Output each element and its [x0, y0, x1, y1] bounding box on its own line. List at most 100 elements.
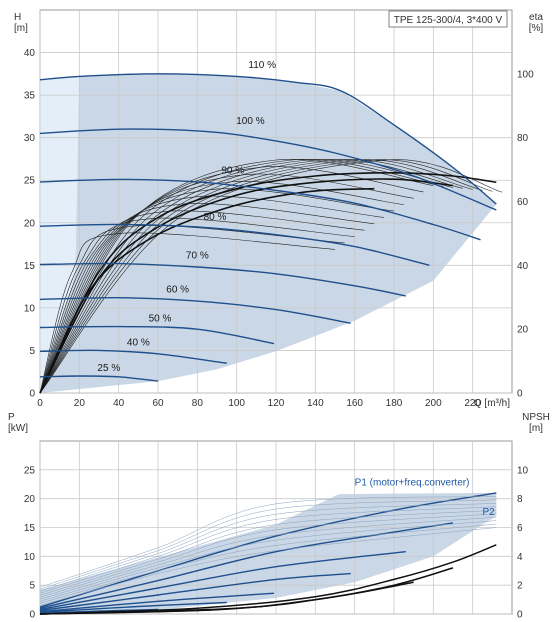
head-xtick: 160: [346, 398, 363, 409]
head-panel: 110 % 100 % 90 % 80 % 70 % 60 % 50 % 40 % 25 % 0 2…: [14, 9, 544, 409]
qh-curve-80pct: [39, 223, 430, 266]
qh-curve-110pct: [39, 73, 497, 205]
npsh-ytick: 0: [517, 610, 523, 621]
eta-ytick: 100: [517, 69, 534, 80]
power-curve-thin: [39, 520, 497, 602]
npsh-ytick: 2: [517, 581, 523, 592]
power-curve: [39, 608, 159, 614]
head-ytick: 40: [24, 48, 36, 59]
head-xtick: 100: [228, 398, 245, 409]
npsh-ytick: 4: [517, 552, 523, 563]
qh-curve-25pct: [39, 375, 159, 382]
npsh-curve: [39, 544, 497, 615]
head-ytick: 0: [29, 389, 35, 400]
curve-label-70pct: 70 %: [186, 251, 209, 262]
head-xtick: 120: [268, 398, 285, 409]
head-xlabel: Q [m³/h]: [474, 398, 510, 409]
curve-label-110pct: 110 %: [248, 60, 276, 71]
power-curve: [39, 492, 497, 608]
curve-label-50pct: 50 %: [149, 314, 172, 325]
power-ytick: 20: [24, 494, 36, 505]
power-curve: [39, 572, 351, 612]
curve-label-100pct: 100 %: [236, 116, 264, 127]
head-xtick: 140: [307, 398, 324, 409]
qh-curve-60pct: [39, 296, 351, 324]
power-curve-thin: [39, 509, 497, 596]
head-xtick: 0: [37, 398, 43, 409]
chart-title: TPE 125-300/4, 3*400 V: [394, 15, 503, 26]
efficiency-curve-thin: [39, 159, 493, 394]
eta-ytick: 40: [517, 261, 529, 272]
curve-label-90pct: 90 %: [221, 165, 244, 176]
efficiency-curve-thin: [39, 181, 404, 394]
efficiency-curve-thin: [39, 159, 483, 394]
efficiency-curve-thin: [39, 159, 454, 394]
head-xtick: 80: [192, 398, 204, 409]
head-xtick: 180: [386, 398, 403, 409]
qh-curve-40pct: [39, 349, 227, 364]
head-low-flow-region: [40, 76, 80, 394]
power-curve-thin: [39, 496, 497, 588]
efficiency-curve-main: [39, 187, 375, 394]
curve-label-25pct: 25 %: [97, 363, 120, 374]
power-ytick: 15: [24, 523, 36, 534]
power-curve-thin: [39, 503, 497, 592]
curve-label-80pct: 80 %: [204, 212, 227, 223]
npsh-curve: [39, 581, 414, 615]
head-xtick: 40: [113, 398, 125, 409]
qh-curve-70pct: [39, 262, 406, 297]
head-ylabel: H [m]: [14, 12, 28, 34]
curve-label-40pct: 40 %: [127, 337, 150, 348]
head-ytick: 15: [24, 261, 36, 272]
eta-ytick: 80: [517, 133, 529, 144]
head-ytick: 20: [24, 218, 36, 229]
qh-curve-100pct: [39, 128, 497, 211]
efficiency-curve-thin: [39, 225, 345, 394]
head-xtick: 60: [152, 398, 164, 409]
power-ytick: 0: [29, 610, 35, 621]
head-xtick: 200: [425, 398, 442, 409]
power-curve-thin: [39, 499, 497, 590]
p2-label: P2: [483, 507, 496, 518]
efficiency-curve-thin: [39, 173, 414, 394]
head-ytick: 25: [24, 176, 36, 187]
qh-curve-50pct: [39, 325, 275, 345]
eta-ytick: 60: [517, 197, 529, 208]
power-curve-thin: [39, 516, 497, 600]
efficiency-curve-thin: [39, 188, 395, 394]
npsh-ytick: 8: [517, 494, 523, 505]
title-box: [388, 10, 508, 28]
npsh-ylabel: NPSH [m]: [522, 412, 550, 434]
power-curve: [39, 551, 406, 611]
power-curve-thin: [39, 513, 497, 598]
p1-label: P1 (motor+freq.converter): [355, 477, 470, 488]
power-curve: [39, 522, 454, 609]
qh-curve-90pct: [39, 178, 481, 241]
eta-ylabel: eta [%]: [529, 12, 544, 34]
head-ytick: 5: [29, 346, 35, 357]
efficiency-curve-main: [39, 178, 454, 394]
npsh-ytick: 10: [517, 465, 529, 476]
power-curve-thin: [39, 527, 497, 606]
eta-ytick: 0: [517, 389, 523, 400]
head-xtick: 20: [74, 398, 86, 409]
power-curve: [39, 601, 227, 613]
eta-ytick: 20: [517, 325, 529, 336]
power-ylabel: P [kW]: [8, 412, 28, 434]
npsh-ytick: 6: [517, 523, 523, 534]
power-panel: P1 (motor+freq.converter) P2 0 5 10 15 20 25 0 2 4…: [8, 412, 550, 621]
power-ytick: 25: [24, 465, 36, 476]
power-curve: [39, 592, 275, 613]
power-curve-thin: [39, 506, 497, 594]
efficiency-curve-thin: [39, 232, 336, 394]
efficiency-curve-thin: [39, 195, 385, 394]
curve-label-60pct: 60 %: [166, 285, 189, 296]
efficiency-curve-thin: [39, 159, 473, 394]
efficiency-curve-thin: [39, 159, 463, 394]
power-curve-thin: [39, 523, 497, 604]
head-ytick: 10: [24, 303, 36, 314]
head-ytick: 35: [24, 91, 36, 102]
power-ytick: 5: [29, 581, 35, 592]
power-ytick: 10: [24, 552, 36, 563]
